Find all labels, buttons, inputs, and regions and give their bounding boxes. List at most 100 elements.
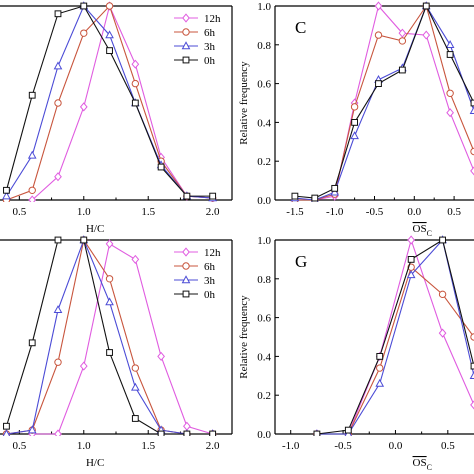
data-point-0h	[376, 353, 384, 360]
data-point-3h	[375, 378, 385, 387]
data-point-0h	[54, 10, 62, 18]
data-point-0h	[106, 349, 113, 356]
data-point-0h	[407, 256, 415, 263]
legend-label-6h: 6h	[204, 261, 216, 273]
x-tick-label: 0.5	[12, 206, 26, 218]
data-point-3h	[469, 371, 474, 379]
y-tick-label: 0.4	[257, 117, 271, 129]
plot-area	[290, 1, 474, 202]
data-point-0h	[209, 192, 217, 200]
data-point-6h	[28, 186, 36, 195]
x-axis-title: H/C	[86, 457, 104, 469]
x-tick-label: -0.5	[366, 206, 384, 218]
legend-marker-6h	[182, 28, 190, 36]
data-point-6h	[80, 29, 88, 37]
data-point-0h	[446, 51, 454, 58]
series-line-0h	[316, 239, 474, 435]
panel-top-right: -1.5 -1.0 -0.5 0.0 0.5 0.0 0.2 0.4 0.6 0.8 1.0 OSC R…	[238, 1, 474, 238]
data-point-6h	[446, 89, 454, 98]
y-tick-label: 0.8	[257, 274, 271, 286]
data-point-12h	[374, 1, 383, 11]
data-point-12h	[438, 328, 447, 338]
data-point-6h	[350, 103, 359, 111]
data-point-6h	[376, 364, 384, 372]
data-point-12h	[407, 235, 416, 245]
data-point-0h	[3, 422, 10, 430]
data-point-12h	[157, 351, 165, 361]
data-point-0h	[209, 430, 217, 436]
x-tick-label: 1.0	[77, 206, 91, 218]
legend-label-0h: 0h	[204, 289, 216, 301]
series-line-3h	[316, 238, 474, 435]
x-axis-title: H/C	[86, 223, 104, 235]
y-tick-label: 0.6	[257, 313, 271, 325]
x-tick-label: 0.5	[447, 206, 461, 218]
x-tick-label: -1.0	[326, 206, 344, 218]
x-tick-label: 1.0	[77, 440, 91, 452]
legend-label-12h: 12h	[204, 13, 221, 25]
legend: 12h 6h 3h 0h	[174, 13, 221, 67]
data-point-0h	[398, 66, 406, 74]
data-point-12h	[54, 172, 62, 182]
data-point-3h	[350, 131, 359, 140]
data-point-12h	[422, 30, 431, 40]
x-tick-label: 1.5	[141, 206, 155, 218]
data-point-0h	[470, 362, 474, 370]
data-point-6h	[374, 31, 383, 39]
data-point-0h	[313, 430, 321, 436]
legend: 12h 6h 3h 0h	[174, 247, 221, 301]
axis-frame: -1.5 -1.0 -0.5 0.0 0.5 0.0 0.2 0.4 0.6 0.8 1.0 OSC R…	[238, 1, 474, 238]
x-tick-label: 2.0	[206, 206, 220, 218]
x-tick-label: 0.0	[407, 206, 421, 218]
y-tick-label: 0.0	[257, 429, 271, 441]
data-point-3h	[105, 297, 114, 306]
data-point-12h	[105, 239, 114, 249]
data-point-0h	[375, 80, 382, 87]
legend-marker-0h	[182, 56, 190, 64]
data-point-0h	[54, 236, 62, 244]
data-point-0h	[344, 426, 352, 434]
y-tick-label: 1.0	[257, 235, 271, 247]
x-tick-label: -0.5	[334, 440, 352, 452]
data-point-6h	[131, 364, 140, 372]
legend-label-6h: 6h	[204, 27, 216, 39]
legend-marker-12h	[182, 247, 190, 257]
data-point-3h	[2, 429, 11, 436]
legend-marker-3h	[181, 41, 191, 50]
y-tick-label: 0.2	[257, 390, 271, 402]
axis-frame: -1.0 -0.5 0.0 0.5 0.0 0.2 0.4 0.6 0.8 1.0 OSC Relat…	[238, 235, 474, 472]
legend-label-3h: 3h	[204, 41, 216, 53]
x-tick-label: 0.0	[389, 440, 403, 452]
data-point-6h	[398, 37, 407, 45]
legend-label-0h: 0h	[204, 55, 216, 67]
data-point-3h	[469, 106, 474, 114]
legend-label-12h: 12h	[204, 247, 221, 259]
data-point-0h	[28, 91, 36, 99]
data-point-6h	[54, 358, 62, 366]
x-tick-label: 0.5	[441, 440, 455, 452]
y-axis-title: Relative frequency	[238, 295, 250, 379]
y-axis-title: Relative frequency	[238, 61, 250, 145]
data-point-12h	[54, 429, 62, 436]
y-tick-label: 0.4	[257, 351, 271, 363]
x-tick-label: 1.5	[141, 440, 155, 452]
y-tick-label: 0.0	[257, 195, 271, 207]
legend-marker-0h	[182, 290, 190, 298]
plot-area	[2, 1, 218, 202]
data-point-6h	[54, 99, 62, 107]
panel-bottom-left: 0.5 1.0 1.5 2.0 H/C 12h 6h 3h 0h	[0, 235, 233, 469]
data-point-0h	[351, 119, 359, 126]
data-point-6h	[438, 290, 447, 299]
panel-bottom-right: -1.0 -0.5 0.0 0.5 0.0 0.2 0.4 0.6 0.8 1.0 OSC Relat…	[238, 235, 474, 472]
series-line-12h	[32, 243, 213, 435]
data-point-0h	[80, 2, 88, 10]
data-point-6h	[105, 275, 114, 283]
data-point-0h	[28, 339, 36, 347]
data-point-12h	[131, 59, 140, 69]
x-tick-label: 0.5	[12, 440, 26, 452]
data-point-0h	[470, 99, 474, 107]
y-tick-label: 1.0	[257, 1, 271, 13]
data-point-3h	[445, 40, 455, 48]
data-point-0h	[422, 2, 430, 10]
